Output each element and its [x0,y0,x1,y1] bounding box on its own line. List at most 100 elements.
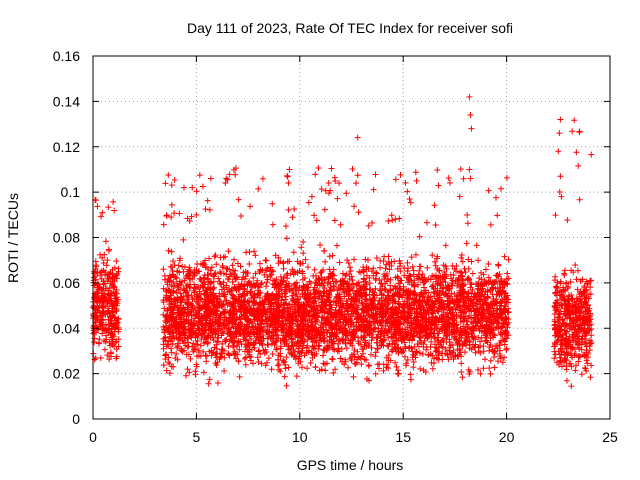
data-point [335,345,342,352]
data-point [372,353,379,360]
data-point [301,338,308,345]
data-point [171,324,178,331]
data-point [202,352,209,359]
data-point [169,341,176,348]
data-point [395,280,402,287]
data-point [109,303,116,310]
data-point [199,261,206,268]
data-point [203,309,210,316]
data-point [238,308,245,315]
data-point [264,359,271,366]
data-point [471,344,478,351]
data-point [397,171,404,178]
data-point [306,331,313,338]
data-point [494,291,501,298]
data-point [174,268,181,275]
data-point [409,354,416,361]
data-point [246,278,253,285]
data-point [390,337,397,344]
data-point [467,279,474,286]
data-point [497,355,504,362]
data-point [284,172,291,179]
data-point [299,332,306,339]
data-point [475,280,482,287]
data-point [345,260,352,267]
data-point [163,212,170,219]
data-point [446,330,453,337]
data-point [321,247,328,254]
data-point [183,372,190,379]
data-point [275,361,282,368]
data-point [422,319,429,326]
data-point [282,288,289,295]
data-point [405,309,412,316]
data-point [406,195,413,202]
data-point [385,352,392,359]
data-point [460,175,467,182]
data-point [284,309,291,316]
data-point [210,329,217,336]
data-point [325,318,332,325]
data-point [311,293,318,300]
data-point [401,272,408,279]
data-point [405,275,412,282]
data-point [339,301,346,308]
data-point [207,279,214,286]
data-point [263,349,270,356]
data-point [474,306,481,313]
data-point [212,270,219,277]
data-point [441,268,448,275]
data-point [231,306,238,313]
data-point [492,194,499,201]
data-point [305,313,312,320]
data-point [417,263,424,270]
data-point [355,338,362,345]
data-point [275,288,282,295]
data-point [312,363,319,370]
data-point [340,325,347,332]
data-point [503,174,510,181]
data-point [408,310,415,317]
data-point [194,337,201,344]
data-point [315,343,322,350]
data-point [395,314,402,321]
data-point [236,284,243,291]
data-point [267,272,274,279]
data-point [179,347,186,354]
data-point [115,268,122,275]
data-point [482,332,489,339]
data-point [291,352,298,359]
data-point [321,276,328,283]
data-point [107,342,114,349]
data-point [165,247,172,254]
data-point [360,301,367,308]
data-point [391,330,398,337]
data-point [106,325,113,332]
data-point [280,265,287,272]
data-point [235,321,242,328]
data-point [406,301,413,308]
data-point [168,248,175,255]
data-point [108,353,115,360]
data-point [100,308,107,315]
data-point [171,303,178,310]
data-point [264,276,271,283]
data-point [299,268,306,275]
data-point [413,305,420,312]
data-point [166,296,173,303]
data-point [183,283,190,290]
data-point [214,379,221,386]
data-point [368,268,375,275]
data-point [314,306,321,313]
data-point [256,284,263,291]
data-point [180,268,187,275]
data-point [478,286,485,293]
data-point [181,287,188,294]
data-point [422,368,429,375]
data-point [405,294,412,301]
data-point [102,321,109,328]
data-point [265,342,272,349]
data-point [108,297,115,304]
data-point [283,329,290,336]
